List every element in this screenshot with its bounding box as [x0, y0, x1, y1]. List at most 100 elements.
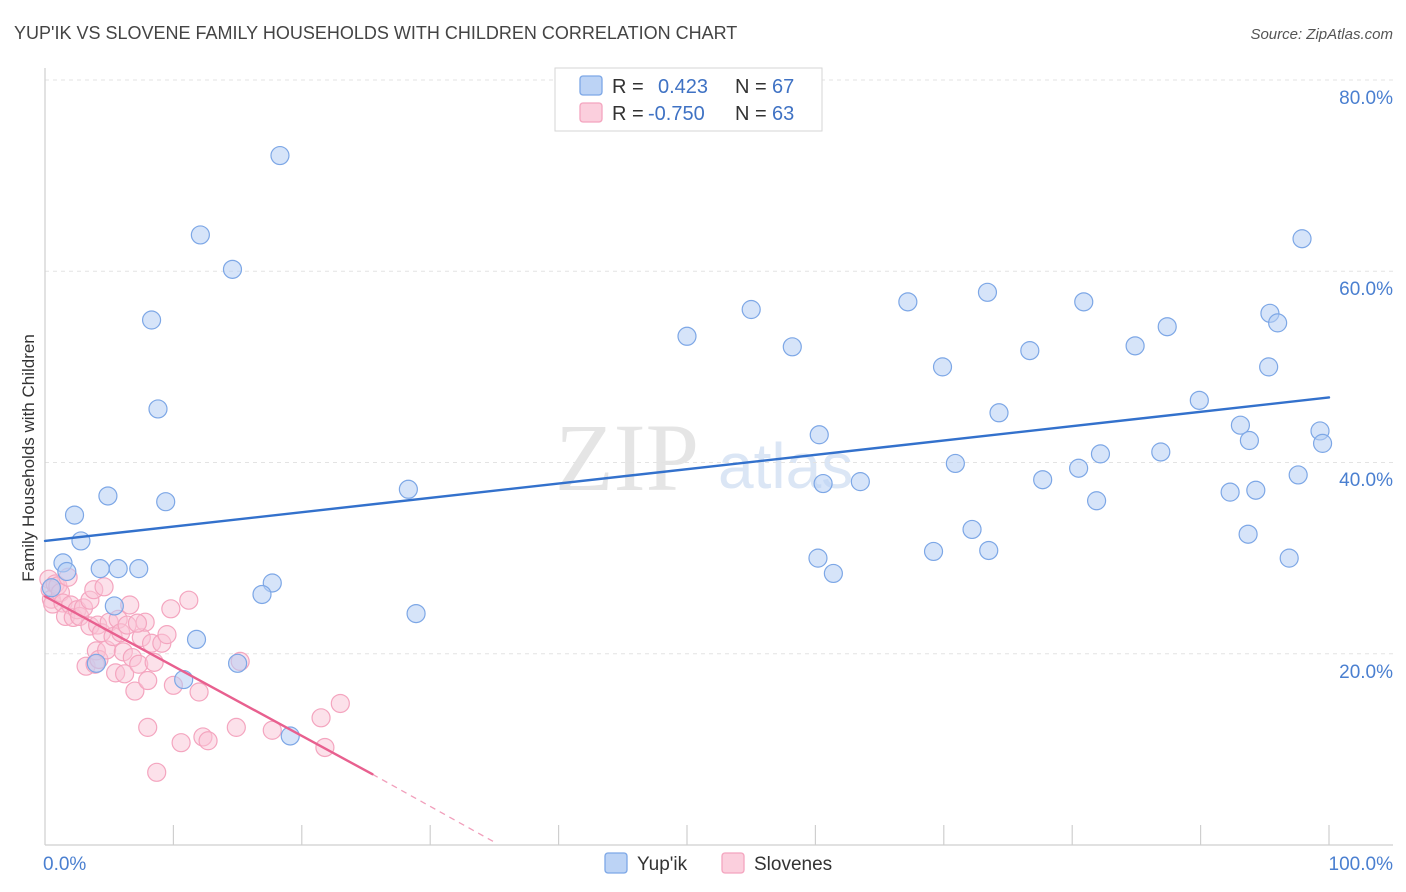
gridlines — [45, 79, 1393, 655]
zipatlas-watermark: ZIP atlas — [555, 404, 853, 511]
yupik-point-37 — [962, 519, 982, 540]
slovenes-point-44 — [147, 762, 167, 782]
yupik-point-12 — [129, 559, 149, 579]
yupik-point-48 — [1151, 442, 1171, 462]
yupik-point-61 — [1292, 229, 1312, 249]
yupik-point-13 — [108, 559, 128, 579]
y-tick-label-80: 80.0% — [1339, 88, 1393, 109]
y-tick-label-20: 20.0% — [1339, 662, 1393, 683]
yupik-point-38 — [977, 282, 998, 302]
yupik-point-60 — [1288, 465, 1308, 485]
yupik-point-35 — [932, 357, 953, 377]
slovenes-point-36 — [125, 681, 145, 701]
yupik-point-23 — [398, 479, 418, 499]
watermark-zip-text: ZIP — [555, 404, 699, 511]
trend-lines — [43, 396, 1331, 843]
chart-title: YUP'IK VS SLOVENE FAMILY HOUSEHOLDS WITH… — [14, 23, 737, 43]
yupik-point-45 — [1086, 491, 1107, 511]
slovenes-point-54 — [226, 717, 246, 737]
yupik-point-30 — [808, 548, 828, 568]
legend-swatch-yupik — [579, 75, 603, 96]
legend-n-label-slovenes: N = — [735, 103, 767, 125]
legend-n-label-yupik: N = — [735, 76, 767, 98]
yupik-point-31 — [823, 563, 843, 584]
yupik-point-26 — [741, 299, 761, 320]
slovenes-point-32 — [115, 664, 135, 684]
slovenes-point-41 — [138, 717, 158, 737]
slovenes-point-24 — [94, 577, 114, 597]
correlation-legend: R = 0.423 N = 67 R = -0.750 N = 63 — [554, 67, 823, 132]
yupik-point-21 — [174, 669, 194, 690]
legend-r-value-slovenes: -0.750 — [648, 103, 705, 125]
legend-r-value-yupik: 0.423 — [658, 76, 708, 98]
y-tick-label-40: 40.0% — [1339, 470, 1393, 491]
slovenes-point-51 — [189, 682, 209, 702]
yupik-point-20 — [86, 653, 106, 673]
yupik-point-28 — [809, 425, 829, 445]
slovenes-points — [39, 567, 350, 782]
series-legend-swatch-yupik — [604, 852, 628, 874]
yupik-points — [41, 145, 1333, 746]
series-legend-swatch-slovenes — [721, 852, 745, 874]
yupik-point-50 — [1189, 390, 1209, 410]
legend-swatch-slovenes — [579, 102, 603, 123]
legend-r-label-slovenes: R = — [612, 103, 644, 125]
slovenes-point-40 — [138, 670, 158, 691]
slovenes-point-56 — [262, 720, 282, 740]
series-legend: Yup'ik Slovenes — [604, 852, 832, 875]
yupik-point-41 — [1020, 341, 1040, 361]
yupik-point-42 — [1033, 470, 1053, 490]
yupik-point-0 — [270, 145, 290, 166]
yupik-point-6 — [156, 492, 176, 512]
watermark-atlas-text: atlas — [718, 430, 853, 502]
yupik-point-7 — [64, 505, 85, 525]
yupik-point-10 — [57, 561, 77, 582]
yupik-point-56 — [1259, 357, 1279, 377]
series-legend-label-yupik: Yup'ik — [637, 854, 688, 875]
slovenes-trend-extension — [372, 773, 495, 843]
slovenes-point-59 — [330, 693, 350, 714]
slovenes-point-47 — [161, 599, 181, 619]
yupik-point-2 — [222, 259, 243, 279]
yupik-point-55 — [1246, 480, 1266, 500]
yupik-point-25 — [677, 326, 697, 346]
yupik-trend-line — [43, 396, 1331, 543]
yupik-point-18 — [186, 629, 207, 650]
yupik-point-32 — [850, 472, 870, 492]
yupik-point-24 — [406, 603, 426, 624]
yupik-point-11 — [90, 559, 110, 579]
slovenes-point-46 — [157, 625, 177, 645]
yupik-point-51 — [1220, 482, 1240, 502]
yupik-point-3 — [141, 310, 162, 330]
slovenes-point-53 — [198, 731, 218, 751]
yupik-point-49 — [1157, 317, 1177, 337]
yupik-point-33 — [898, 292, 918, 312]
legend-n-value-slovenes: 63 — [772, 103, 794, 125]
yupik-point-8 — [71, 531, 91, 551]
yupik-point-46 — [1090, 444, 1111, 464]
yupik-point-15 — [252, 584, 272, 605]
legend-n-value-yupik: 67 — [772, 76, 794, 98]
yupik-point-63 — [1312, 433, 1333, 453]
series-legend-label-slovenes: Slovenes — [754, 854, 832, 875]
yupik-point-59 — [1279, 548, 1299, 568]
legend-r-label-yupik: R = — [612, 76, 644, 98]
yupik-point-43 — [1069, 458, 1089, 478]
yupik-point-4 — [148, 399, 168, 419]
yupik-point-47 — [1125, 336, 1145, 356]
slovenes-point-57 — [311, 708, 331, 728]
x-tick-label-0: 0.0% — [43, 854, 86, 875]
yupik-point-44 — [1074, 292, 1094, 312]
yupik-point-39 — [979, 540, 999, 561]
slovenes-point-49 — [171, 733, 191, 753]
yupik-point-17 — [104, 596, 124, 616]
yupik-point-1 — [190, 225, 210, 245]
x-axis-ticks — [172, 825, 1330, 845]
yupik-point-53 — [1238, 524, 1258, 544]
slovenes-trend-line — [43, 595, 374, 776]
yupik-point-58 — [1268, 313, 1288, 333]
yupik-point-36 — [945, 453, 965, 474]
yupik-point-40 — [989, 403, 1009, 423]
yupik-point-54 — [1239, 430, 1259, 451]
